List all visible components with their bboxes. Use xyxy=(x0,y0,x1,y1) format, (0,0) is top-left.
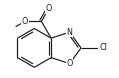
Text: O: O xyxy=(45,4,52,13)
Text: N: N xyxy=(67,28,73,37)
Text: O: O xyxy=(22,17,28,26)
Text: Cl: Cl xyxy=(99,43,107,52)
Text: O: O xyxy=(66,59,73,68)
